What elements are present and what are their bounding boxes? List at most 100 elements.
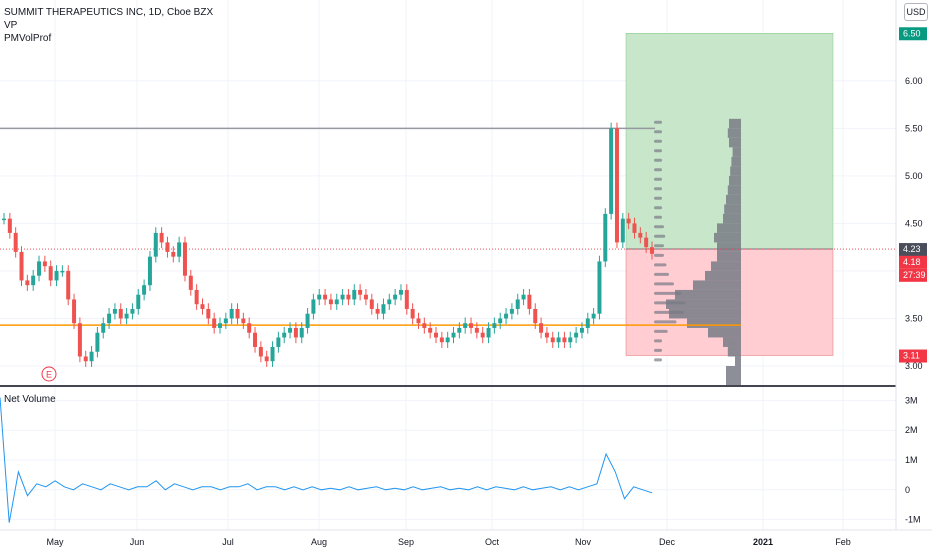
volume-profile — [654, 118, 741, 385]
mini-profile-bar — [654, 263, 667, 267]
candle-body — [393, 294, 398, 300]
mini-profile-bar — [654, 177, 662, 181]
candle-body — [77, 323, 82, 357]
mini-profile-bar — [654, 253, 664, 257]
time-tick-label: Aug — [311, 537, 327, 547]
candle-body — [638, 232, 643, 238]
indicator-pmvolprof-label[interactable]: PMVolProf — [4, 33, 52, 44]
mini-profile-bar — [654, 149, 662, 153]
profile-bar — [732, 147, 741, 157]
candle-body — [410, 308, 415, 319]
candle-body — [381, 304, 386, 314]
time-tick-label: 2021 — [753, 537, 773, 547]
mini-profile-bar — [654, 244, 664, 248]
mini-profile-bar — [654, 358, 662, 362]
profile-bar — [675, 289, 741, 300]
candle-body — [165, 242, 170, 252]
candle-body — [439, 337, 444, 343]
profile-bar — [723, 337, 741, 347]
candle-body — [358, 289, 363, 295]
net-volume-line — [0, 397, 653, 523]
currency-button[interactable]: USD — [904, 3, 928, 21]
candle-body — [258, 346, 263, 357]
profile-bar — [724, 204, 741, 214]
candle-body — [469, 323, 474, 328]
candle-body — [474, 327, 479, 333]
candle-body — [118, 308, 123, 319]
mini-profile-bar — [654, 348, 662, 352]
candle-body — [363, 294, 368, 300]
profile-bar — [729, 137, 741, 148]
candle-body — [147, 256, 152, 286]
candle-body — [194, 289, 199, 305]
mini-profile-bar — [654, 272, 669, 276]
candle-body — [509, 308, 514, 314]
candle-body — [241, 318, 246, 324]
candle-body — [626, 218, 631, 224]
candle-body — [486, 327, 491, 338]
profile-bar — [687, 318, 741, 328]
profile-bar — [714, 232, 741, 243]
candle-body — [398, 289, 403, 295]
candle-body — [574, 332, 579, 338]
candle-body — [218, 323, 222, 328]
profile-bar — [729, 118, 741, 129]
candle-body — [171, 251, 176, 257]
profile-bar — [731, 156, 741, 167]
candle-body — [480, 332, 485, 338]
candle-body — [422, 323, 427, 328]
profile-bar — [666, 299, 741, 309]
candle-body — [253, 332, 258, 347]
time-tick-label: May — [46, 537, 64, 547]
price-badge-label: 27:39 — [903, 270, 926, 280]
profile-bar — [730, 166, 741, 176]
indicator-vp-label[interactable]: VP — [4, 20, 18, 31]
mini-profile-bar — [654, 234, 666, 238]
candle-body — [521, 294, 526, 300]
candle-body — [182, 242, 187, 276]
net-volume-title[interactable]: Net Volume — [4, 394, 56, 405]
candle-body — [72, 299, 77, 324]
price-badge-label: 4.23 — [903, 244, 921, 254]
candle-body — [136, 294, 141, 309]
candle-body — [299, 327, 304, 338]
candle-body — [101, 323, 106, 333]
candle-body — [550, 337, 555, 343]
candle-body — [323, 294, 328, 300]
candle-body — [428, 327, 433, 333]
candle-body — [544, 332, 549, 338]
price-badge-label: 6.50 — [903, 28, 921, 38]
price-tick-label: 3.00 — [905, 361, 923, 371]
profile-bar — [717, 242, 741, 252]
profile-bar — [693, 280, 741, 290]
candle-body — [282, 332, 287, 338]
candle-body — [89, 351, 94, 362]
candle-body — [188, 275, 193, 290]
price-tick-label: 6.00 — [905, 76, 923, 86]
mini-profile-bar — [654, 206, 662, 210]
volume-tick-label: 1M — [905, 455, 918, 465]
candle-body — [305, 313, 310, 328]
profile-bar — [711, 261, 741, 271]
volume-tick-label: -1M — [905, 515, 921, 525]
volume-tick-label: 2M — [905, 425, 918, 435]
price-badge-label: 3.11 — [903, 351, 920, 361]
candle-body — [247, 323, 252, 333]
time-tick-label: Jun — [130, 537, 145, 547]
candle-body — [2, 218, 6, 221]
mini-profile-bar — [654, 320, 677, 324]
candle-body — [632, 223, 637, 233]
candle-body — [404, 289, 409, 309]
volume-tick-label: 3M — [905, 395, 918, 405]
symbol-title[interactable]: SUMMIT THERAPEUTICS INC, 1D, Cboe BZX — [4, 7, 214, 18]
profile-bar — [726, 194, 741, 205]
profile-bar — [727, 185, 741, 195]
mini-profile-bar — [654, 282, 674, 286]
candle-body — [42, 261, 47, 267]
price-badge — [899, 268, 927, 282]
candle-body — [276, 337, 281, 347]
candle-body — [31, 275, 36, 286]
candle-body — [498, 318, 503, 324]
candle-body — [95, 332, 100, 352]
